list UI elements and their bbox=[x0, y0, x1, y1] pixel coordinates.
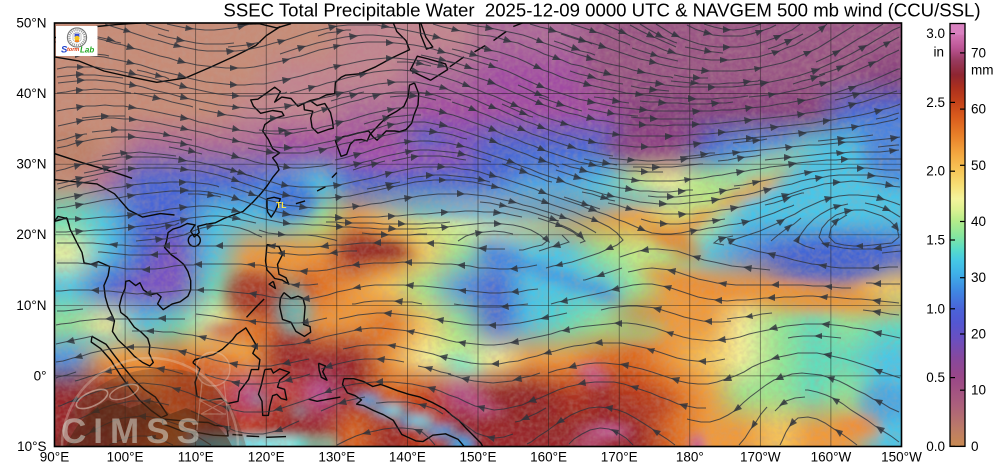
svg-text:30°N: 30°N bbox=[16, 157, 46, 172]
svg-text:180°: 180° bbox=[676, 450, 704, 465]
svg-text:0: 0 bbox=[971, 439, 979, 454]
svg-text:3.0: 3.0 bbox=[926, 26, 945, 41]
svg-text:10°S: 10°S bbox=[17, 439, 46, 454]
svg-text:0.0: 0.0 bbox=[926, 439, 945, 454]
svg-text:CIMSS: CIMSS bbox=[61, 412, 207, 451]
svg-text:1.5: 1.5 bbox=[926, 233, 945, 248]
svg-text:120°E: 120°E bbox=[248, 450, 285, 465]
svg-text:2.0: 2.0 bbox=[926, 164, 945, 179]
svg-text:20°N: 20°N bbox=[16, 227, 46, 242]
svg-text:130°E: 130°E bbox=[318, 450, 355, 465]
svg-text:150°E: 150°E bbox=[460, 450, 497, 465]
svg-text:30: 30 bbox=[971, 270, 986, 285]
svg-text:150°W: 150°W bbox=[881, 450, 922, 465]
svg-text:100°E: 100°E bbox=[107, 450, 144, 465]
svg-text:160°E: 160°E bbox=[530, 450, 567, 465]
svg-text:10°N: 10°N bbox=[16, 298, 46, 313]
svg-text:2.5: 2.5 bbox=[926, 95, 945, 110]
svg-text:1.0: 1.0 bbox=[926, 301, 945, 316]
svg-text:0.5: 0.5 bbox=[926, 370, 945, 385]
svg-text:170°W: 170°W bbox=[740, 450, 781, 465]
svg-text:70: 70 bbox=[971, 45, 986, 60]
svg-text:SSEC Total Precipitable Water: SSEC Total Precipitable Water 2025-12-09… bbox=[223, 0, 980, 21]
svg-text:40°N: 40°N bbox=[16, 86, 46, 101]
svg-text:50: 50 bbox=[971, 158, 986, 173]
svg-text:110°E: 110°E bbox=[178, 450, 214, 465]
svg-text:160°W: 160°W bbox=[811, 450, 852, 465]
svg-text:mm: mm bbox=[971, 62, 994, 77]
svg-text:60: 60 bbox=[971, 102, 986, 117]
svg-text:in: in bbox=[933, 45, 944, 60]
svg-text:torm: torm bbox=[67, 47, 79, 53]
svg-text:10: 10 bbox=[971, 383, 986, 398]
svg-text:170°E: 170°E bbox=[601, 450, 638, 465]
svg-text:TL: TL bbox=[276, 200, 286, 210]
svg-text:90°E: 90°E bbox=[40, 450, 69, 465]
svg-text:140°E: 140°E bbox=[389, 450, 426, 465]
svg-text:0°: 0° bbox=[34, 368, 47, 383]
svg-text:50°N: 50°N bbox=[16, 16, 46, 31]
svg-text:40: 40 bbox=[971, 214, 986, 229]
svg-text:Lab: Lab bbox=[80, 46, 94, 55]
svg-text:20: 20 bbox=[971, 327, 986, 342]
svg-text:S: S bbox=[61, 45, 68, 56]
